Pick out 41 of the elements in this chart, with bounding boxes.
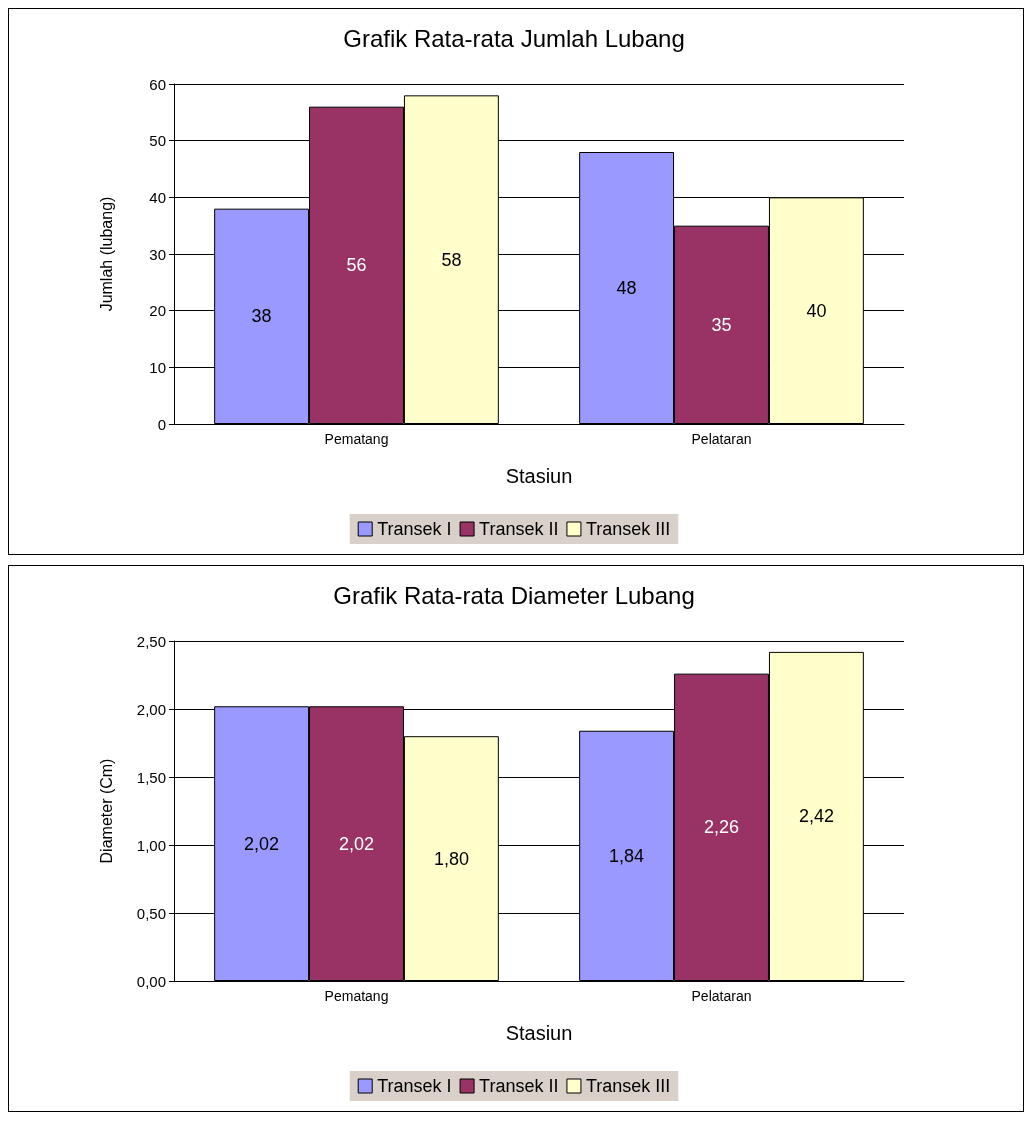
chart-title: Grafik Rata-rata Jumlah Lubang bbox=[343, 24, 685, 52]
y-tick-label: 50 bbox=[149, 132, 166, 150]
x-axis-title: Stasiun bbox=[505, 465, 573, 487]
y-tick-label: 2,00 bbox=[136, 700, 166, 718]
y-tick-label: 1,50 bbox=[136, 768, 166, 786]
data-label: 1,84 bbox=[609, 845, 645, 866]
data-label: 2,02 bbox=[338, 833, 375, 854]
chart-title: Grafik Rata-rata Diameter Lubang bbox=[333, 581, 695, 609]
y-tick-label: 10 bbox=[149, 358, 166, 376]
x-tick-label: Pematang bbox=[324, 988, 389, 1004]
data-label: 40 bbox=[806, 300, 827, 321]
legend-label: Transek I bbox=[377, 1076, 452, 1096]
legend-label: Transek II bbox=[479, 519, 559, 539]
legend-label: Transek II bbox=[479, 1076, 559, 1096]
x-tick-label: Pelataran bbox=[691, 431, 752, 447]
y-tick-label: 1,00 bbox=[136, 836, 166, 854]
x-tick-label: Pelataran bbox=[691, 988, 752, 1004]
data-label: 56 bbox=[346, 255, 367, 276]
data-label: 48 bbox=[616, 278, 637, 298]
data-label: 2,42 bbox=[798, 806, 834, 827]
y-tick-label: 20 bbox=[149, 302, 166, 320]
y-tick-label: 2,50 bbox=[136, 632, 166, 650]
y-axis-title: Jumlah (lubang) bbox=[97, 196, 115, 312]
legend-label: Transek I bbox=[377, 519, 452, 539]
y-tick-label: 0 bbox=[157, 415, 166, 433]
y-tick-label: 0,50 bbox=[136, 904, 166, 922]
legend-label: Transek III bbox=[585, 519, 671, 539]
data-label: 1,80 bbox=[433, 848, 469, 869]
data-label: 58 bbox=[441, 249, 462, 270]
legend-label: Transek III bbox=[585, 1076, 671, 1096]
y-tick-label: 40 bbox=[149, 188, 166, 206]
x-axis-title: Stasiun bbox=[505, 1022, 573, 1044]
data-label: 2,26 bbox=[703, 817, 740, 838]
data-label: 2,02 bbox=[244, 833, 280, 854]
data-label: 38 bbox=[251, 306, 272, 327]
y-tick-label: 60 bbox=[149, 75, 166, 93]
y-tick-label: 30 bbox=[149, 245, 166, 263]
x-tick-label: Pematang bbox=[324, 431, 389, 447]
data-label: 35 bbox=[711, 314, 732, 335]
y-axis-title: Diameter (Cm) bbox=[97, 758, 115, 864]
y-tick-label: 0,00 bbox=[136, 972, 166, 990]
